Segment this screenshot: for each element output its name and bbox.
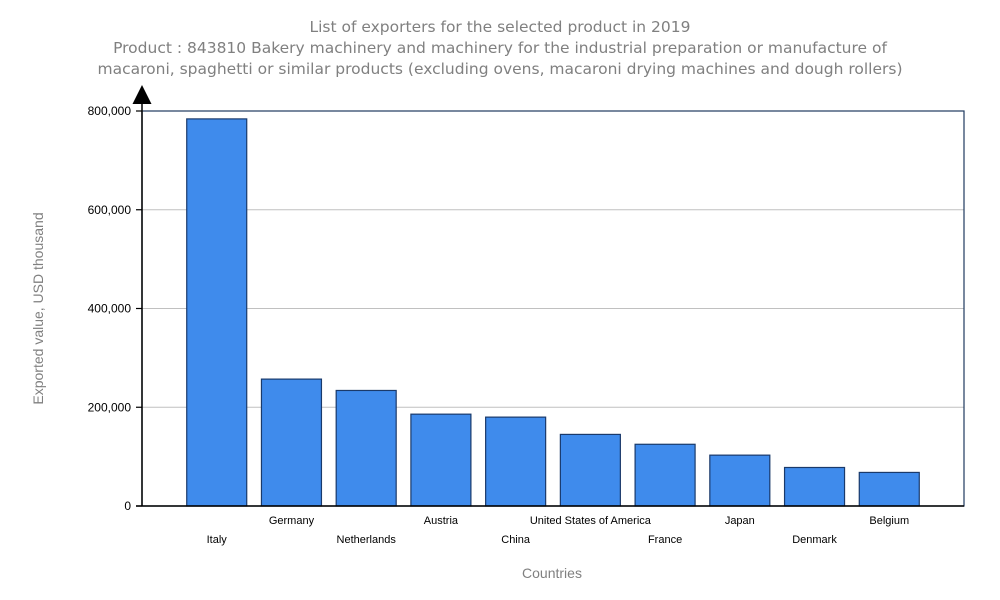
y-tick-label: 800,000 — [88, 104, 132, 118]
y-axis-title: Exported value, USD thousand — [30, 212, 46, 404]
chart-subtitle-line-1: Product : 843810 Bakery machinery and ma… — [113, 39, 887, 57]
bar-united-states-of-america[interactable] — [559, 433, 621, 507]
x-tick-label: China — [501, 534, 531, 546]
chart-title: List of exporters for the selected produ… — [309, 18, 691, 36]
x-tick-label: France — [648, 534, 682, 546]
x-tick-label: United States of America — [530, 515, 652, 527]
x-tick-label: Japan — [725, 515, 755, 527]
bars — [186, 118, 920, 507]
bar-china[interactable] — [485, 416, 547, 507]
gridlines — [142, 209, 964, 408]
x-tick-label: Austria — [424, 515, 459, 527]
bar-italy[interactable] — [186, 118, 248, 507]
chart-subtitle-line-2: macaroni, spaghetti or similar products … — [97, 60, 903, 78]
bar-denmark[interactable] — [783, 466, 846, 507]
x-axis-title: Countries — [522, 565, 582, 581]
x-tick-label: Belgium — [869, 515, 909, 527]
x-axis-ticks: Italy Germany Netherlands Austria China Unite… — [207, 515, 910, 546]
bar-germany[interactable] — [260, 378, 323, 507]
bar-austria[interactable] — [410, 413, 472, 507]
chart-title-block: List of exporters for the selected produ… — [0, 17, 1000, 80]
x-tick-label: Germany — [269, 515, 315, 527]
y-tick-label: 400,000 — [88, 302, 132, 316]
bar-belgium[interactable] — [858, 471, 920, 507]
bar-japan[interactable] — [709, 454, 771, 507]
bar-france[interactable] — [634, 443, 696, 507]
x-tick-label: Denmark — [792, 534, 837, 546]
y-tick-label: 200,000 — [88, 400, 132, 414]
y-axis-arrow-icon — [132, 85, 152, 104]
x-tick-label: Italy — [207, 534, 228, 546]
y-axis-ticks: 0 200,000 400,000 600,000 800,000 — [88, 104, 142, 513]
y-tick-label: 0 — [124, 499, 131, 513]
y-tick-label: 600,000 — [88, 203, 132, 217]
x-tick-label: Netherlands — [337, 534, 397, 546]
bar-netherlands[interactable] — [335, 389, 397, 507]
